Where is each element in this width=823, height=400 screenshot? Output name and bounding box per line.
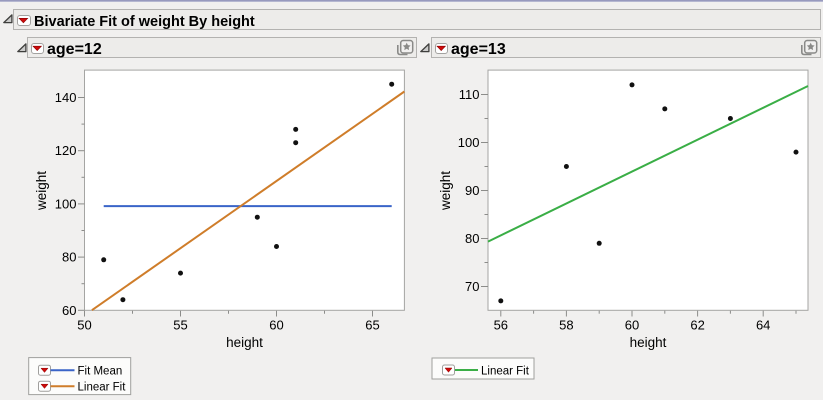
svg-text:70: 70 [465,279,479,294]
svg-text:110: 110 [459,87,480,102]
svg-text:80: 80 [465,231,479,246]
svg-text:weight: weight [438,171,453,211]
svg-text:56: 56 [494,318,508,333]
svg-text:height: height [226,335,263,350]
svg-text:90: 90 [465,183,479,198]
svg-text:58: 58 [559,318,573,333]
svg-text:100: 100 [458,135,480,150]
svg-text:140: 140 [55,90,77,105]
svg-text:Linear Fit: Linear Fit [78,382,127,394]
svg-text:80: 80 [62,250,76,265]
svg-text:64: 64 [756,318,770,333]
svg-text:Fit Mean: Fit Mean [78,366,123,378]
svg-text:50: 50 [77,318,91,333]
svg-text:120: 120 [55,143,77,158]
svg-text:weight: weight [34,171,49,211]
svg-text:Linear Fit: Linear Fit [481,366,530,378]
svg-text:60: 60 [269,318,283,333]
svg-text:65: 65 [365,318,379,333]
svg-text:60: 60 [62,303,76,318]
svg-text:62: 62 [690,318,704,333]
svg-text:60: 60 [625,318,639,333]
svg-text:height: height [630,335,667,350]
svg-text:100: 100 [55,196,77,211]
svg-text:55: 55 [173,318,187,333]
